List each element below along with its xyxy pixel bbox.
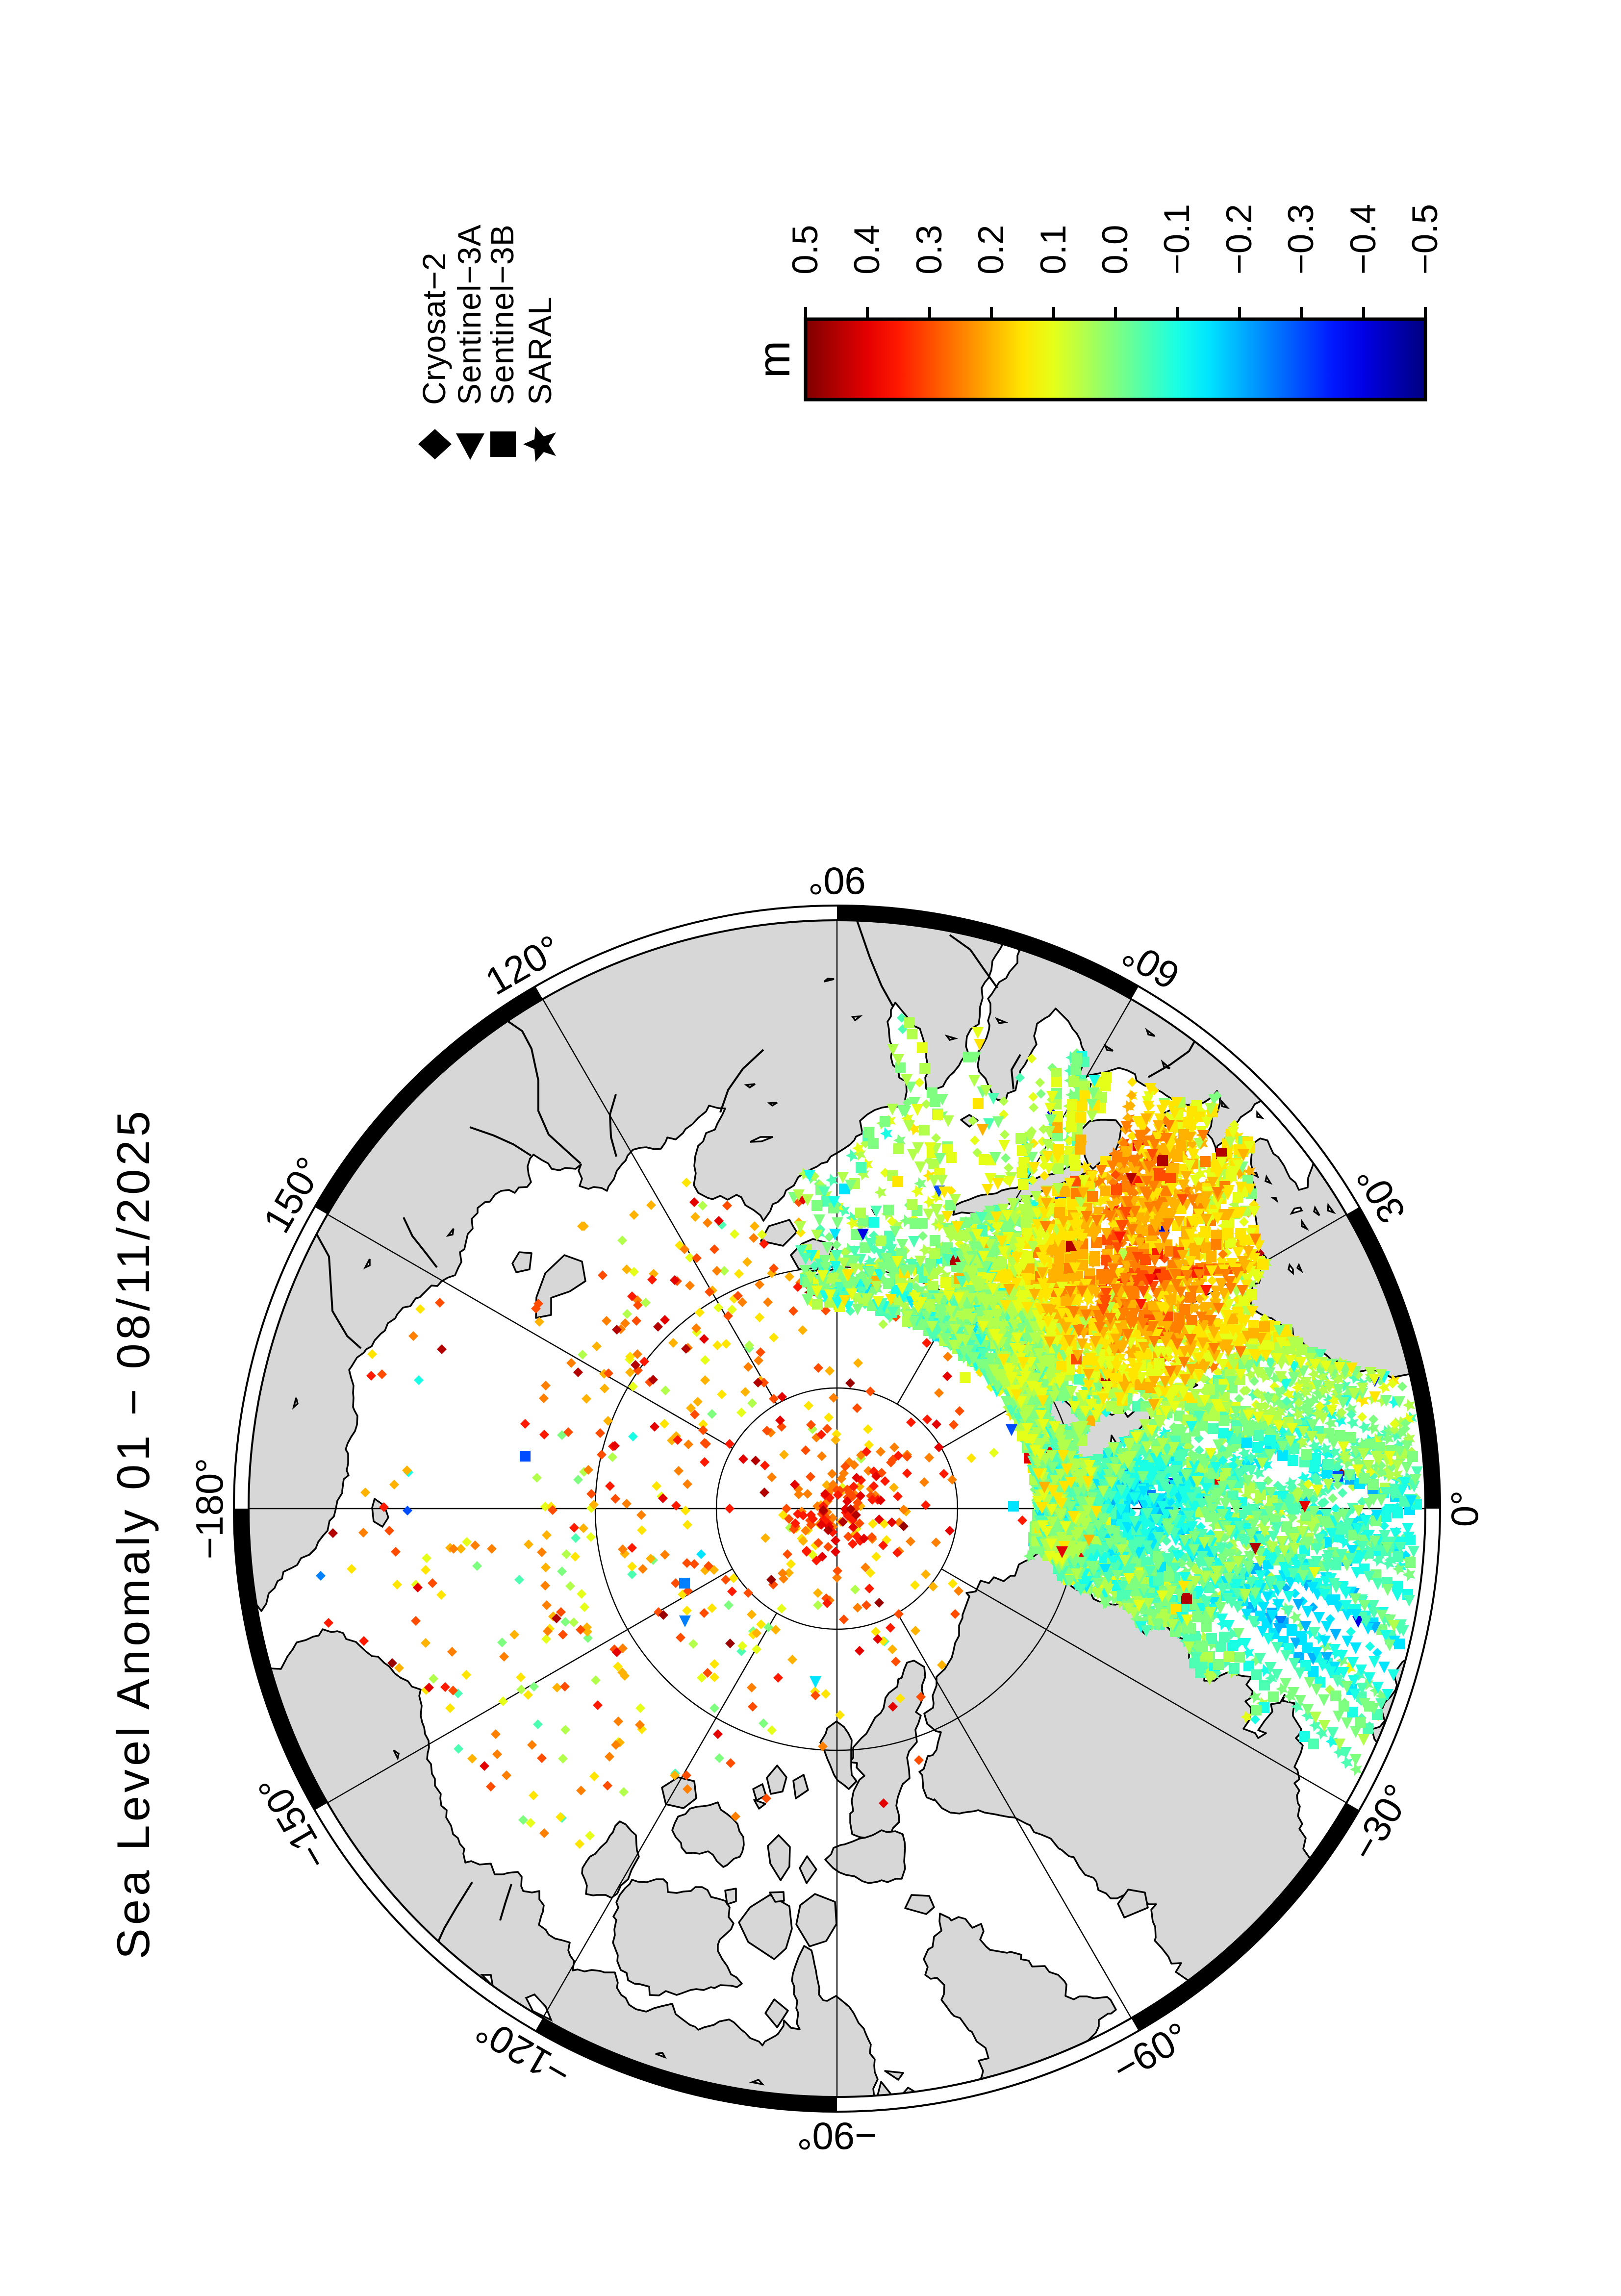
svg-text:0.0: 0.0 xyxy=(1095,225,1135,275)
svg-text:SARAL: SARAL xyxy=(522,297,558,405)
svg-text:Sea Level Anomaly 01 − 08/11/2: Sea Level Anomaly 01 − 08/11/2025 xyxy=(107,1108,159,1959)
svg-text:0°: 0° xyxy=(1443,1490,1486,1527)
svg-text:0.4: 0.4 xyxy=(847,225,887,275)
svg-text:90°: 90° xyxy=(808,859,866,903)
svg-text:Sentinel−3B: Sentinel−3B xyxy=(484,224,520,405)
svg-text:−0.2: −0.2 xyxy=(1219,204,1259,275)
svg-text:−180°: −180° xyxy=(188,1458,231,1560)
svg-text:−0.1: −0.1 xyxy=(1157,204,1197,275)
svg-text:0.2: 0.2 xyxy=(971,225,1011,275)
svg-text:0.1: 0.1 xyxy=(1034,225,1073,275)
svg-text:−0.3: −0.3 xyxy=(1281,204,1321,275)
svg-text:0.5: 0.5 xyxy=(785,225,825,275)
svg-text:−90°: −90° xyxy=(797,2115,877,2158)
svg-text:Cryosat−2: Cryosat−2 xyxy=(416,252,452,405)
svg-text:−0.5: −0.5 xyxy=(1405,204,1445,275)
svg-text:0.3: 0.3 xyxy=(910,225,949,275)
svg-text:−0.4: −0.4 xyxy=(1343,204,1383,275)
svg-text:m: m xyxy=(749,341,799,378)
svg-text:Sentinel−3A: Sentinel−3A xyxy=(451,224,487,405)
